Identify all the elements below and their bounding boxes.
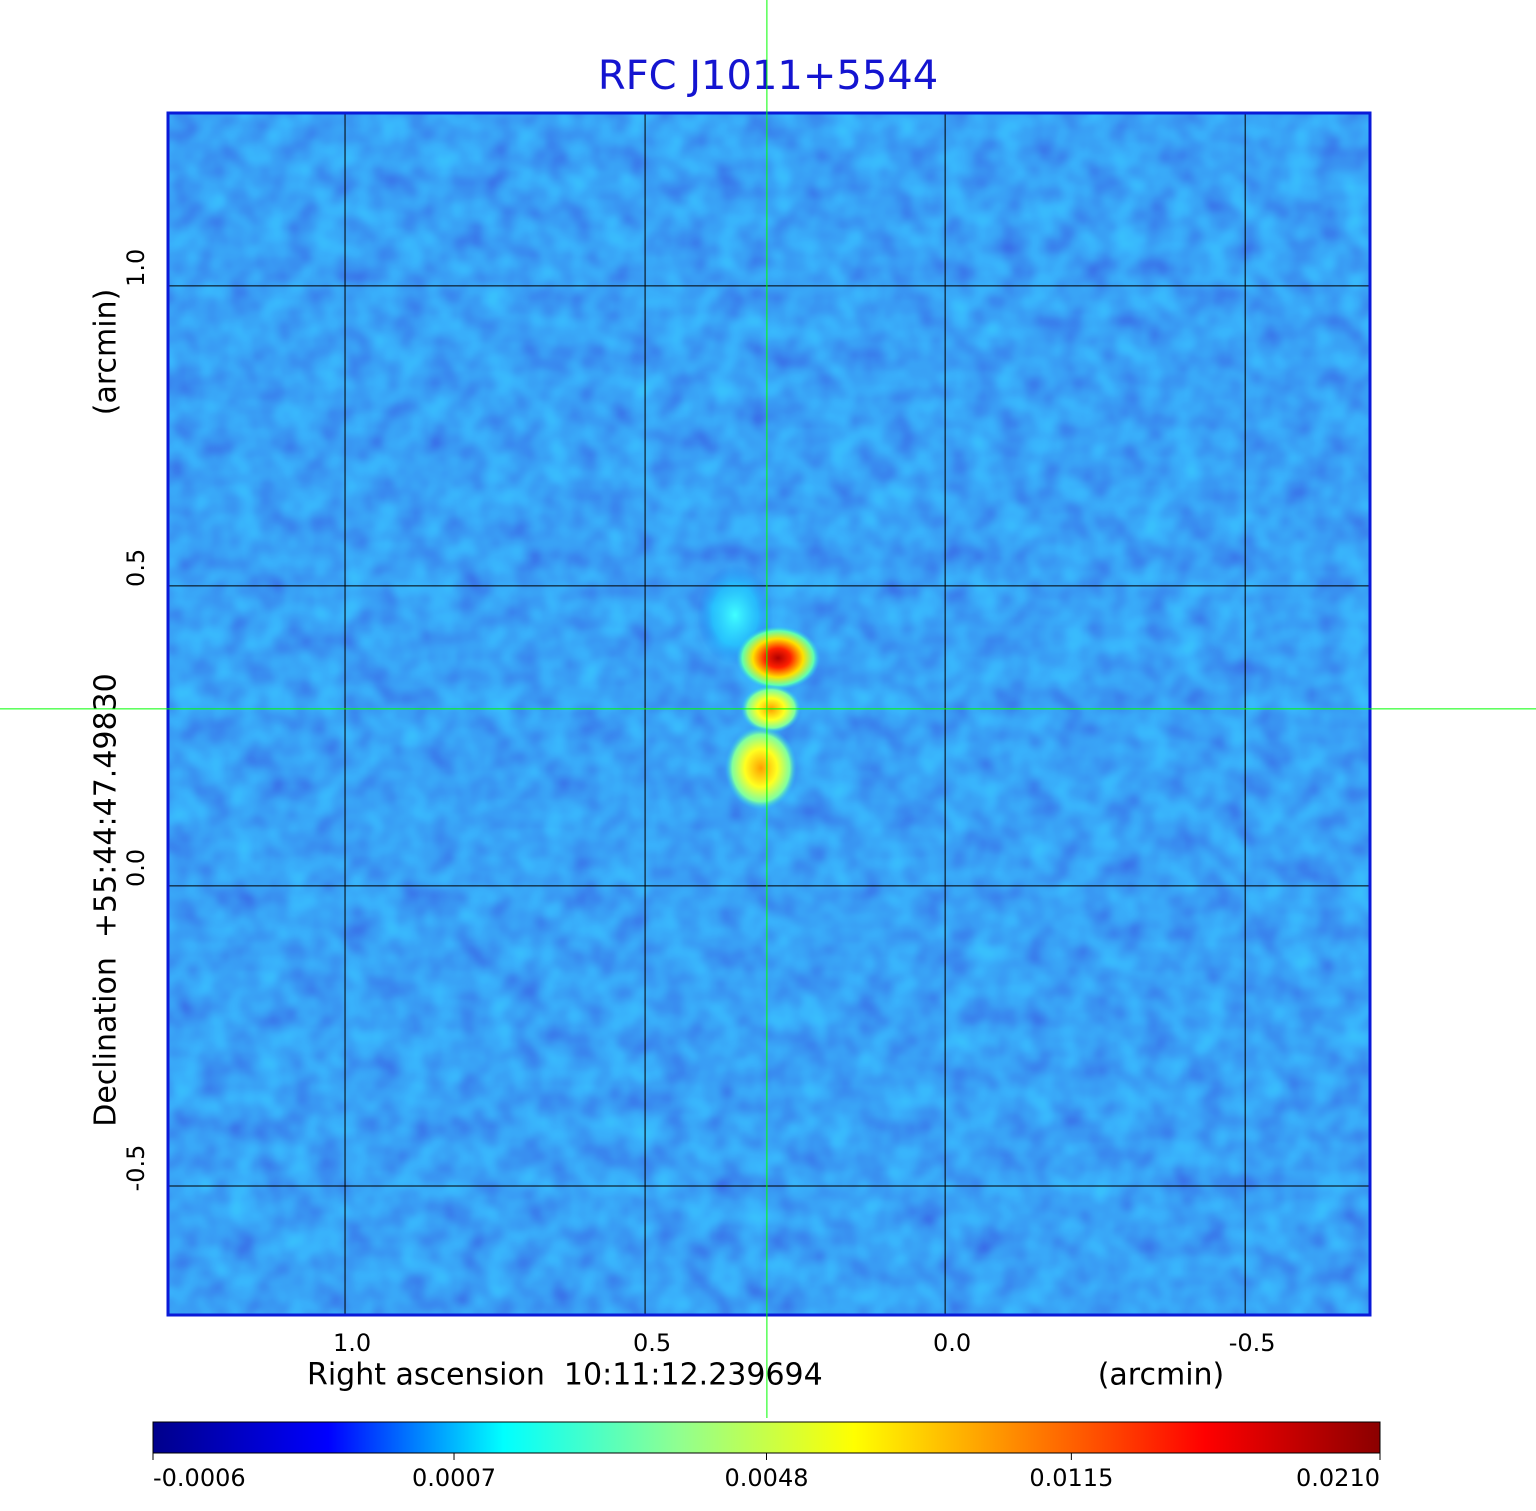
plot-frame <box>166 111 1372 1317</box>
grid <box>168 113 1370 1315</box>
y-axis-unit: (arcmin) <box>89 289 124 416</box>
chart-title: RFC J1011+5544 <box>598 53 938 99</box>
y-tick-label: 0.5 <box>122 549 150 587</box>
colorbar-tick-label: 0.0007 <box>412 1464 496 1492</box>
x-tick-label: 1.0 <box>333 1329 371 1357</box>
colorbar-tick-label: 0.0048 <box>725 1464 809 1492</box>
image <box>168 113 1370 1315</box>
colorbar-tick-label: 0.0115 <box>1029 1464 1113 1492</box>
x-axis-unit: (arcmin) <box>1098 1358 1225 1393</box>
y-axis-label: Declination +55:44:47.49830 <box>89 673 124 1127</box>
y-tick-label: 1.0 <box>122 249 150 287</box>
x-tick-label: 0.0 <box>933 1329 971 1357</box>
y-tick-label: -0.5 <box>122 1145 150 1192</box>
x-tick-label: -0.5 <box>1229 1329 1276 1357</box>
x-tick-label: 0.5 <box>633 1329 671 1357</box>
source-component <box>736 626 820 690</box>
source-component <box>725 726 797 810</box>
colorbar-tick-label: 0.0210 <box>1296 1464 1380 1492</box>
colorbar <box>152 1421 1381 1454</box>
colorbar-tick-label: -0.0006 <box>153 1464 246 1492</box>
y-tick-label: 0.0 <box>122 849 150 887</box>
x-axis-label: Right ascension 10:11:12.239694 <box>307 1358 823 1393</box>
